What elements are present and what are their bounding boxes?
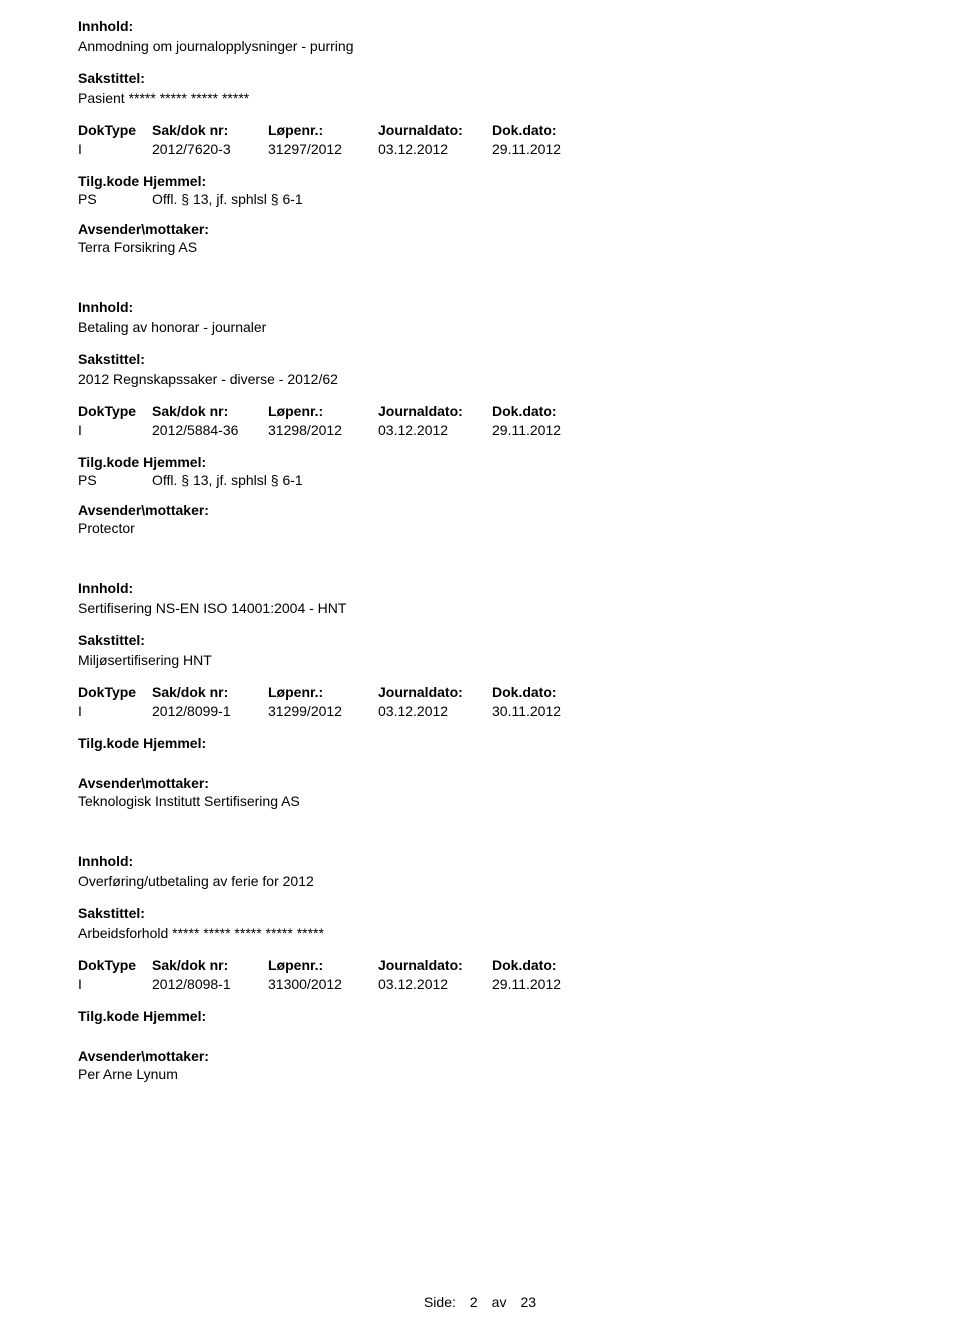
journaldato-header: Journaldato: — [378, 403, 492, 419]
tilgkode-value: PS — [78, 191, 152, 207]
record-values: I 2012/7620-3 31297/2012 03.12.2012 29.1… — [78, 141, 912, 157]
blank-gap — [78, 1026, 912, 1048]
doktype-header: DokType — [78, 122, 152, 138]
avsender-value: Per Arne Lynum — [78, 1066, 912, 1082]
lopenr-value: 31297/2012 — [268, 141, 378, 157]
sakdok-header: Sak/dok nr: — [152, 122, 268, 138]
sakdok-value: 2012/8098-1 — [152, 976, 268, 992]
journal-record: Innhold: Anmodning om journalopplysninge… — [78, 18, 912, 255]
side-label: Side: — [424, 1294, 456, 1310]
sakdok-header: Sak/dok nr: — [152, 403, 268, 419]
sakstittel-value: Miljøsertifisering HNT — [78, 652, 912, 668]
page-footer: Side: 2 av 23 — [0, 1294, 960, 1310]
lopenr-header: Løpenr.: — [268, 122, 378, 138]
avsender-label: Avsender\mottaker: — [78, 502, 912, 518]
tilgkode-value: PS — [78, 472, 152, 488]
blank-gap — [78, 753, 912, 775]
dokdato-header: Dok.dato: — [492, 403, 612, 419]
journal-record: Innhold: Overføring/utbetaling av ferie … — [78, 853, 912, 1082]
tilgkode-hjemmel-row: PS Offl. § 13, jf. sphlsl § 6-1 — [78, 472, 912, 488]
avsender-label: Avsender\mottaker: — [78, 221, 912, 237]
sakdok-header: Sak/dok nr: — [152, 684, 268, 700]
innhold-value: Betaling av honorar - journaler — [78, 319, 912, 335]
page-container: Innhold: Anmodning om journalopplysninge… — [0, 0, 960, 1082]
record-values: I 2012/5884-36 31298/2012 03.12.2012 29.… — [78, 422, 912, 438]
lopenr-header: Løpenr.: — [268, 957, 378, 973]
sakstittel-value: Pasient ***** ***** ***** ***** — [78, 90, 912, 106]
avsender-value: Teknologisk Institutt Sertifisering AS — [78, 793, 912, 809]
dokdato-value: 29.11.2012 — [492, 976, 612, 992]
sakdok-value: 2012/7620-3 — [152, 141, 268, 157]
doktype-header: DokType — [78, 403, 152, 419]
total-pages: 23 — [520, 1294, 536, 1310]
tilgkode-hjemmel-row: PS Offl. § 13, jf. sphlsl § 6-1 — [78, 191, 912, 207]
journaldato-value: 03.12.2012 — [378, 703, 492, 719]
sakstittel-label: Sakstittel: — [78, 70, 912, 86]
lopenr-value: 31300/2012 — [268, 976, 378, 992]
innhold-value: Sertifisering NS-EN ISO 14001:2004 - HNT — [78, 600, 912, 616]
doktype-value: I — [78, 703, 152, 719]
innhold-label: Innhold: — [78, 299, 912, 315]
avsender-label: Avsender\mottaker: — [78, 775, 912, 791]
innhold-value: Overføring/utbetaling av ferie for 2012 — [78, 873, 912, 889]
doktype-value: I — [78, 422, 152, 438]
avsender-label: Avsender\mottaker: — [78, 1048, 912, 1064]
sakdok-value: 2012/8099-1 — [152, 703, 268, 719]
sakstittel-label: Sakstittel: — [78, 905, 912, 921]
journaldato-value: 03.12.2012 — [378, 422, 492, 438]
record-values: I 2012/8098-1 31300/2012 03.12.2012 29.1… — [78, 976, 912, 992]
lopenr-header: Løpenr.: — [268, 403, 378, 419]
dokdato-header: Dok.dato: — [492, 684, 612, 700]
tilgkode-hjemmel-label: Tilg.kode Hjemmel: — [78, 173, 912, 189]
record-headers: DokType Sak/dok nr: Løpenr.: Journaldato… — [78, 403, 912, 419]
lopenr-header: Løpenr.: — [268, 684, 378, 700]
avsender-value: Protector — [78, 520, 912, 536]
journaldato-value: 03.12.2012 — [378, 141, 492, 157]
record-headers: DokType Sak/dok nr: Løpenr.: Journaldato… — [78, 684, 912, 700]
journaldato-header: Journaldato: — [378, 957, 492, 973]
sakstittel-label: Sakstittel: — [78, 632, 912, 648]
hjemmel-value: Offl. § 13, jf. sphlsl § 6-1 — [152, 191, 303, 207]
innhold-label: Innhold: — [78, 18, 912, 34]
innhold-label: Innhold: — [78, 853, 912, 869]
record-headers: DokType Sak/dok nr: Løpenr.: Journaldato… — [78, 957, 912, 973]
dokdato-header: Dok.dato: — [492, 122, 612, 138]
sakdok-header: Sak/dok nr: — [152, 957, 268, 973]
tilgkode-hjemmel-label: Tilg.kode Hjemmel: — [78, 454, 912, 470]
sakdok-value: 2012/5884-36 — [152, 422, 268, 438]
tilgkode-hjemmel-label: Tilg.kode Hjemmel: — [78, 1008, 912, 1024]
innhold-label: Innhold: — [78, 580, 912, 596]
sakstittel-value: 2012 Regnskapssaker - diverse - 2012/62 — [78, 371, 912, 387]
journal-record: Innhold: Betaling av honorar - journaler… — [78, 299, 912, 536]
av-label: av — [492, 1294, 507, 1310]
journaldato-value: 03.12.2012 — [378, 976, 492, 992]
record-values: I 2012/8099-1 31299/2012 03.12.2012 30.1… — [78, 703, 912, 719]
innhold-value: Anmodning om journalopplysninger - purri… — [78, 38, 912, 54]
doktype-header: DokType — [78, 684, 152, 700]
dokdato-header: Dok.dato: — [492, 957, 612, 973]
sakstittel-label: Sakstittel: — [78, 351, 912, 367]
lopenr-value: 31298/2012 — [268, 422, 378, 438]
journaldato-header: Journaldato: — [378, 122, 492, 138]
sakstittel-value: Arbeidsforhold ***** ***** ***** ***** *… — [78, 925, 912, 941]
tilgkode-hjemmel-label: Tilg.kode Hjemmel: — [78, 735, 912, 751]
doktype-header: DokType — [78, 957, 152, 973]
doktype-value: I — [78, 976, 152, 992]
dokdato-value: 29.11.2012 — [492, 422, 612, 438]
dokdato-value: 29.11.2012 — [492, 141, 612, 157]
record-headers: DokType Sak/dok nr: Løpenr.: Journaldato… — [78, 122, 912, 138]
doktype-value: I — [78, 141, 152, 157]
dokdato-value: 30.11.2012 — [492, 703, 612, 719]
journal-record: Innhold: Sertifisering NS-EN ISO 14001:2… — [78, 580, 912, 809]
lopenr-value: 31299/2012 — [268, 703, 378, 719]
hjemmel-value: Offl. § 13, jf. sphlsl § 6-1 — [152, 472, 303, 488]
journaldato-header: Journaldato: — [378, 684, 492, 700]
avsender-value: Terra Forsikring AS — [78, 239, 912, 255]
page-number: 2 — [470, 1294, 478, 1310]
